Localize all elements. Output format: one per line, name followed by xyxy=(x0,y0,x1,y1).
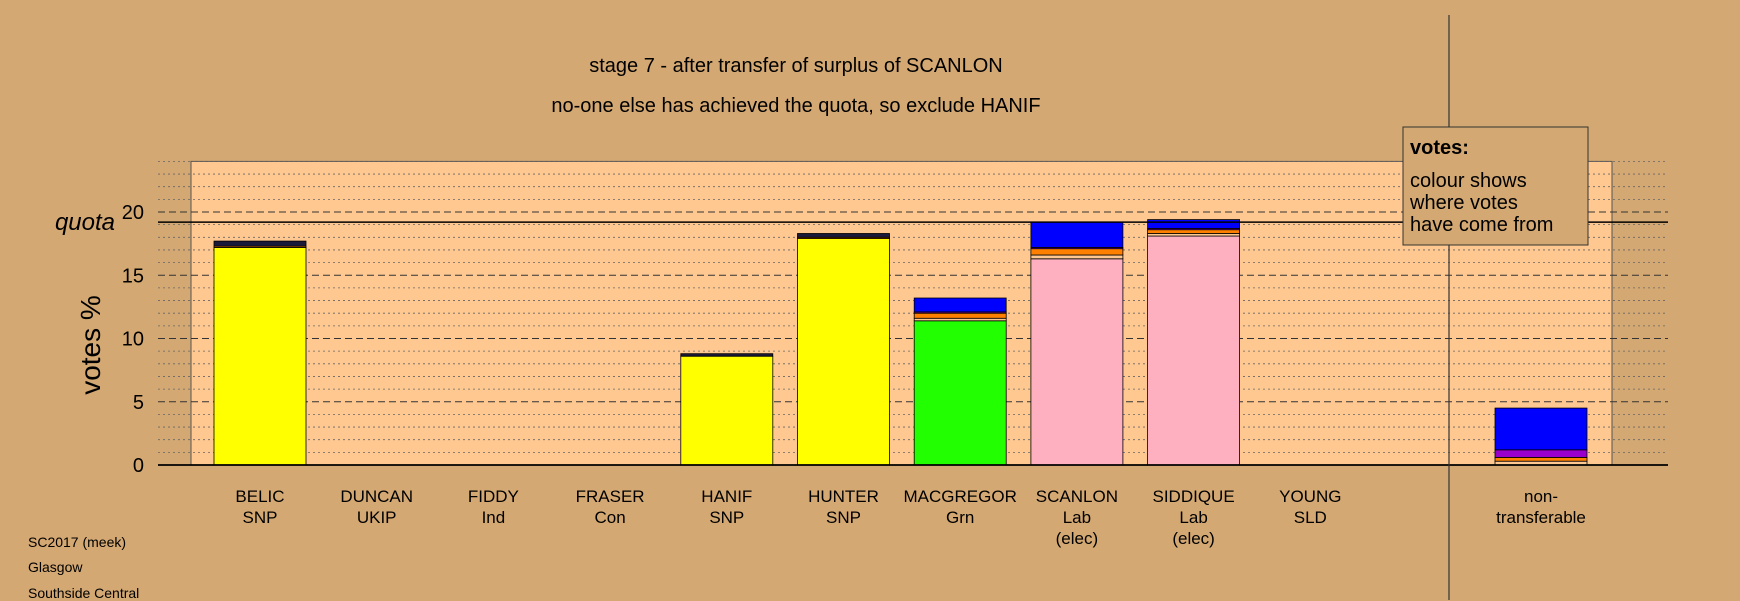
y-tick-label: 15 xyxy=(122,265,144,287)
candidate-label: Con xyxy=(595,508,626,527)
bar-segment xyxy=(1494,457,1588,462)
legend-box xyxy=(1402,126,1589,246)
bar-segment xyxy=(1494,407,1588,451)
y-tick-label: 0 xyxy=(133,455,144,477)
legend-heading: votes: xyxy=(1410,137,1469,159)
bar-segment xyxy=(213,247,307,466)
legend-line-3: have come from xyxy=(1410,214,1553,236)
bar-segment xyxy=(797,233,890,238)
y-axis-label: votes % xyxy=(75,295,106,395)
y-tick-label: 10 xyxy=(122,329,144,351)
quota-label: quota xyxy=(55,209,115,236)
candidate-label: Lab xyxy=(1063,508,1091,527)
bar-segment xyxy=(1494,449,1588,458)
bar-segment xyxy=(680,353,774,357)
candidate-label: Grn xyxy=(946,508,974,527)
candidate-label: transferable xyxy=(1496,508,1586,527)
legend: votes: colour shows where votes have com… xyxy=(1402,126,1589,246)
candidate-label: Lab xyxy=(1179,508,1207,527)
candidate-label: SLD xyxy=(1294,508,1327,527)
bar-segment xyxy=(1030,258,1124,466)
candidate-label: Ind xyxy=(482,508,506,527)
candidate-label: SNP xyxy=(243,508,278,527)
candidate-label: MACGREGOR xyxy=(904,487,1017,506)
y-tick-label: 5 xyxy=(133,392,144,414)
footer-ward: Southside Central xyxy=(28,585,140,601)
candidate-label: (elec) xyxy=(1056,529,1099,548)
candidate-label: SNP xyxy=(826,508,861,527)
bar-segment xyxy=(1030,254,1124,260)
candidate-label: FRASER xyxy=(576,487,645,506)
bar-segment xyxy=(913,312,1007,319)
legend-line-2: where votes xyxy=(1409,192,1518,214)
candidate-label: HANIF xyxy=(701,487,752,506)
candidate-label: non- xyxy=(1524,487,1558,506)
candidate-label: YOUNG xyxy=(1279,487,1341,506)
candidate-label: HUNTER xyxy=(808,487,879,506)
gridlines xyxy=(158,160,1668,453)
candidate-label: SIDDIQUE xyxy=(1153,487,1235,506)
candidate-label: UKIP xyxy=(357,508,397,527)
bar-segment xyxy=(1147,235,1240,466)
legend-line-1: colour shows xyxy=(1410,170,1527,192)
footer-council: Glasgow xyxy=(28,559,83,575)
bar-segment xyxy=(1147,219,1240,229)
bar-segment xyxy=(913,297,1007,313)
candidate-label: SNP xyxy=(709,508,744,527)
candidate-label: FIDDY xyxy=(468,487,519,506)
chart-title-line1: stage 7 - after transfer of surplus of S… xyxy=(589,55,1003,77)
candidate-label: SCANLON xyxy=(1036,487,1118,506)
bar-segment xyxy=(680,355,774,466)
candidate-label: DUNCAN xyxy=(340,487,413,506)
bar-segment xyxy=(213,240,307,247)
bar-segment xyxy=(797,238,890,466)
chart-title-line2: no-one else has achieved the quota, so e… xyxy=(551,95,1040,117)
candidate-label: BELIC xyxy=(235,487,284,506)
candidate-label: (elec) xyxy=(1172,529,1215,548)
bar-segment xyxy=(1030,221,1124,248)
footer-election: SC2017 (meek) xyxy=(28,534,127,550)
candidate-labels: BELIC SNP DUNCAN UKIP FIDDY Ind FRASER Con HANIF… xyxy=(235,487,1585,548)
bar-segment xyxy=(913,320,1007,466)
bar-segment xyxy=(1030,248,1124,256)
y-tick-label: 20 xyxy=(122,202,144,224)
bar-segment xyxy=(1147,229,1240,234)
bars xyxy=(213,219,1588,466)
